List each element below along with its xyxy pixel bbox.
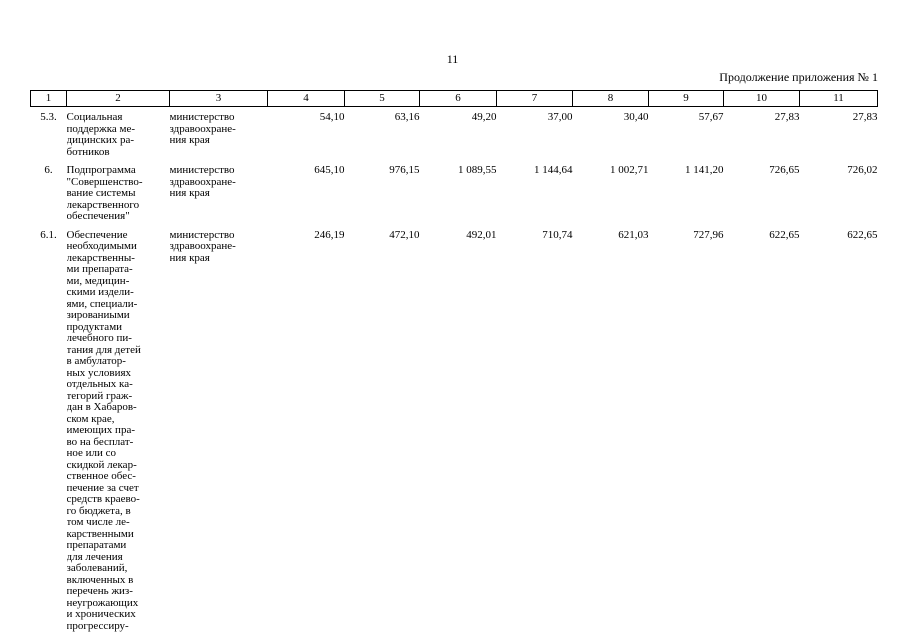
table-row: 6. Подпрограмма "Совершенство- вание сис… xyxy=(31,158,878,223)
value-cell: 63,16 xyxy=(394,111,420,123)
row-number: 5.3. xyxy=(40,111,57,123)
value-cell: 726,02 xyxy=(847,164,878,176)
header-cell-10: 10 xyxy=(723,90,800,107)
executor: министерство здравоохране- ния края xyxy=(169,111,236,146)
program-name: Обеспечение необходимыми лекарственны- м… xyxy=(66,228,141,632)
appendix-table: 1 2 3 4 5 6 7 8 9 10 11 5.3. Социальная … xyxy=(30,90,878,632)
row-number: 6. xyxy=(44,164,53,176)
header-cell-9: 9 xyxy=(648,90,724,107)
row-number: 6.1. xyxy=(40,228,57,241)
continuation-note: Продолжение приложения № 1 xyxy=(719,70,878,84)
header-cell-11: 11 xyxy=(799,90,878,107)
value-cell: 54,10 xyxy=(319,111,345,123)
header-cell-5: 5 xyxy=(344,90,420,107)
header-cell-8: 8 xyxy=(572,90,649,107)
value-cell: 246,19 xyxy=(314,228,345,241)
value-cell: 621,03 xyxy=(618,228,649,241)
value-cell: 1 002,71 xyxy=(610,164,649,176)
value-cell: 726,65 xyxy=(769,164,800,176)
value-cell: 30,40 xyxy=(623,111,649,123)
value-cell: 49,20 xyxy=(471,111,497,123)
value-cell: 622,65 xyxy=(769,228,800,241)
executor: министерство здравоохране- ния края xyxy=(169,228,236,264)
value-cell: 976,15 xyxy=(389,164,420,176)
value-cell: 1 144,64 xyxy=(534,164,573,176)
table-row: 5.3. Социальная поддержка ме- дицинских … xyxy=(31,107,878,159)
value-cell: 645,10 xyxy=(314,164,345,176)
program-name: Социальная поддержка ме- дицинских ра- б… xyxy=(66,111,136,158)
executor: министерство здравоохране- ния края xyxy=(169,164,236,199)
header-cell-2: 2 xyxy=(66,90,170,107)
value-cell: 27,83 xyxy=(774,111,800,123)
value-cell: 727,96 xyxy=(693,228,724,241)
value-cell: 472,10 xyxy=(389,228,420,241)
header-cell-3: 3 xyxy=(169,90,268,107)
value-cell: 27,83 xyxy=(852,111,878,123)
value-cell: 37,00 xyxy=(547,111,573,123)
value-cell: 710,74 xyxy=(542,228,573,241)
header-cell-7: 7 xyxy=(496,90,573,107)
program-name: Подпрограмма "Совершенство- вание систем… xyxy=(66,164,143,222)
header-cell-4: 4 xyxy=(267,90,345,107)
table-header-row: 1 2 3 4 5 6 7 8 9 10 11 xyxy=(30,90,878,107)
value-cell: 622,65 xyxy=(847,228,878,241)
header-cell-6: 6 xyxy=(419,90,497,107)
value-cell: 1 089,55 xyxy=(458,164,497,176)
table-row: 6.1. Обеспечение необходимыми лекарствен… xyxy=(31,223,878,633)
header-cell-1: 1 xyxy=(30,90,67,107)
value-cell: 57,67 xyxy=(698,111,724,123)
value-cell: 492,01 xyxy=(466,228,497,241)
value-cell: 1 141,20 xyxy=(685,164,724,176)
page-number: 11 xyxy=(446,52,459,66)
